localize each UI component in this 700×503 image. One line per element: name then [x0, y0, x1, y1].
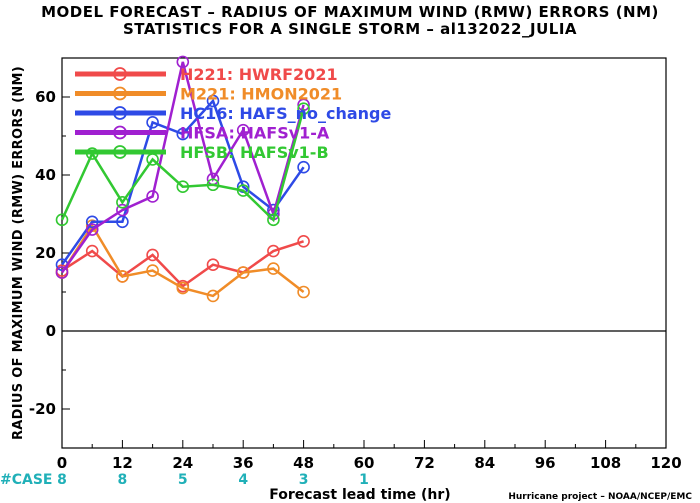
legend-label-0: H221: HWRF2021 — [180, 65, 338, 84]
case-count: 8 — [118, 472, 128, 488]
data-point — [176, 55, 190, 69]
x-tick-label: 24 — [172, 454, 193, 472]
data-point — [206, 258, 220, 272]
data-point — [146, 190, 159, 203]
data-point — [176, 127, 190, 141]
y-tick-label: 60 — [35, 88, 56, 106]
data-point — [85, 215, 99, 229]
legend-label-2: HC16: HAFS_no_change — [180, 104, 391, 123]
data-point — [236, 266, 250, 279]
x-tick-label: 84 — [474, 454, 495, 472]
data-point — [146, 116, 159, 129]
y-tick-label: 20 — [35, 244, 56, 262]
data-point — [85, 223, 99, 236]
data-point — [146, 264, 159, 277]
data-point — [236, 184, 250, 197]
data-point — [146, 248, 159, 262]
data-point — [176, 281, 190, 295]
credit-text: Hurricane project – NOAA/NCEP/EMC — [508, 492, 692, 502]
data-point — [176, 180, 190, 193]
y-tick-label: -20 — [29, 400, 56, 418]
x-tick-label: 120 — [650, 454, 681, 472]
legend-marker-2 — [113, 106, 127, 120]
x-tick-label: 12 — [112, 454, 133, 472]
legend-marker-4 — [113, 145, 127, 159]
data-point — [297, 285, 310, 299]
series-line-3 — [60, 61, 305, 274]
legend-label-4: HFSB: HAFSv1-B — [180, 143, 329, 162]
data-point — [85, 244, 99, 258]
y-tick-label: 0 — [46, 322, 56, 340]
data-point — [206, 289, 220, 303]
case-count: 3 — [299, 472, 309, 488]
y-axis-label: RADIUS OF MAXIMUM WIND (RMW) ERRORS (NM) — [11, 66, 26, 440]
legend-label-3: HFSA: HAFSv1-A — [180, 124, 330, 143]
data-point — [236, 123, 250, 137]
data-point — [267, 213, 280, 227]
legend-marker-3 — [113, 125, 127, 140]
series-line-0 — [61, 240, 304, 288]
legend-marker-0 — [113, 67, 127, 81]
data-point — [297, 235, 310, 248]
data-point — [55, 266, 69, 279]
y-tick-label: 40 — [35, 166, 56, 184]
data-point — [297, 160, 310, 174]
data-point — [267, 262, 280, 275]
chart-subtitle: STATISTICS FOR A SINGLE STORM – al132022… — [122, 20, 578, 38]
x-tick-label: 0 — [57, 454, 67, 472]
data-point — [116, 270, 129, 283]
legend-marker-1 — [113, 86, 127, 101]
case-label: #CASE — [0, 472, 53, 488]
legend-label-1: M221: HMON2021 — [180, 85, 342, 104]
case-count: 8 — [57, 472, 67, 488]
series-line-1 — [60, 223, 305, 298]
data-point — [297, 102, 310, 115]
case-count: 5 — [178, 472, 188, 488]
data-point — [116, 203, 129, 217]
case-count: 1 — [359, 472, 369, 488]
data-point — [206, 178, 220, 192]
series-line-4 — [60, 108, 305, 223]
chart-title: MODEL FORECAST – RADIUS OF MAXIMUM WIND … — [41, 3, 659, 21]
data-point — [206, 94, 220, 108]
x-tick-label: 108 — [590, 454, 621, 472]
case-count: 4 — [238, 472, 248, 488]
x-tick-label: 36 — [233, 454, 254, 472]
x-tick-label: 96 — [535, 454, 556, 472]
x-axis-label: Forecast lead time (hr) — [269, 487, 450, 503]
data-point — [116, 196, 129, 209]
x-tick-label: 60 — [354, 454, 375, 472]
data-point — [267, 244, 280, 258]
x-tick-label: 72 — [414, 454, 435, 472]
data-point — [55, 213, 69, 227]
x-tick-label: 48 — [293, 454, 314, 472]
